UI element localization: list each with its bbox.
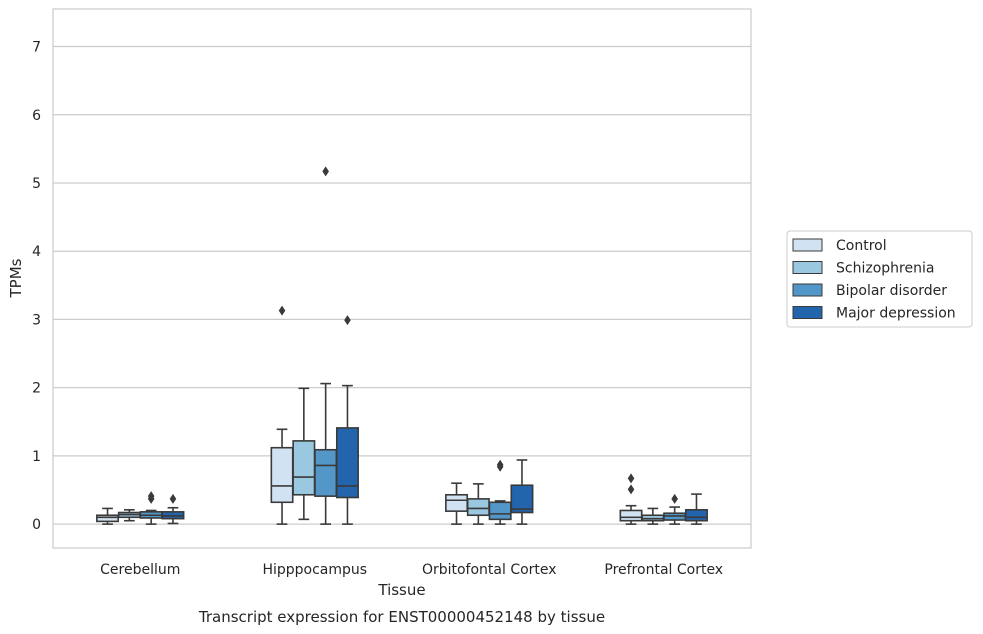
chart-title: Transcript expression for ENST0000045214…	[198, 608, 605, 626]
box-schizophrenia	[641, 507, 665, 525]
box-schizophrenia	[117, 508, 141, 522]
box-bipolar-disorder	[314, 166, 338, 525]
y-tick-label: 7	[32, 40, 41, 56]
y-tick-label: 4	[32, 244, 41, 260]
y-axis-label: TPMs	[7, 258, 25, 298]
box-control	[96, 507, 120, 525]
y-tick-label: 1	[32, 449, 41, 465]
legend-swatch	[792, 238, 823, 252]
plot-frame	[52, 8, 752, 549]
box-body	[96, 514, 120, 523]
box-major-depression	[510, 459, 534, 525]
box-major-depression	[335, 315, 359, 525]
outlier-point	[278, 305, 286, 316]
outlier-point	[627, 473, 635, 484]
box-bipolar-disorder	[488, 459, 512, 525]
legend-swatch	[792, 306, 823, 319]
box-body	[488, 501, 512, 521]
outlier-point	[147, 491, 155, 502]
box-body	[619, 509, 643, 522]
x-tick-label: Hipppocampus	[262, 562, 367, 578]
x-tick-label: Cerebellum	[100, 562, 180, 578]
legend: Control Schizophrenia Bipolar disorder Majo…	[786, 230, 973, 328]
grid-lines	[53, 45, 751, 525]
x-tick-labels: Cerebellum Hipppocampus Orbitofontal Corte…	[100, 562, 723, 578]
y-tick-labels: 0 1 2 3 4 5 6 7	[32, 40, 41, 534]
outlier-point	[344, 315, 351, 326]
y-tick-label: 2	[32, 381, 41, 397]
legend-entry: Major depression	[836, 306, 956, 322]
x-tick-label: Orbitofontal Cortex	[422, 562, 557, 578]
legend-frame	[786, 230, 973, 328]
legend-entry: Control	[836, 238, 887, 254]
outlier-point	[496, 459, 504, 470]
legend-swatch	[792, 283, 823, 297]
box-bipolar-disorder	[139, 491, 163, 525]
box-body	[335, 427, 359, 499]
box-major-depression	[684, 493, 708, 525]
legend-swatch	[792, 261, 823, 274]
legend-entry: Bipolar disorder	[836, 283, 947, 299]
plot-boxes	[96, 166, 708, 525]
box-control	[270, 305, 294, 525]
x-tick-label: Prefrontal Cortex	[604, 562, 723, 578]
legend-entry: Schizophrenia	[836, 261, 934, 277]
y-tick-label: 3	[32, 312, 41, 328]
outlier-point	[671, 493, 678, 504]
box-schizophrenia	[292, 387, 316, 521]
box-body	[684, 508, 708, 522]
outlier-point	[169, 493, 177, 504]
box-body	[270, 446, 294, 504]
box-control	[619, 473, 643, 525]
outlier-point	[627, 484, 635, 495]
outlier-point	[322, 166, 329, 177]
y-tick-label: 5	[32, 176, 41, 192]
box-body	[314, 448, 338, 497]
y-tick-label: 6	[32, 108, 41, 124]
box-body	[445, 493, 469, 512]
box-schizophrenia	[466, 483, 490, 525]
box-bipolar-disorder	[663, 493, 687, 525]
box-control	[445, 482, 469, 525]
box-body	[466, 498, 490, 517]
y-tick-label: 0	[32, 517, 41, 533]
box-major-depression	[161, 493, 185, 525]
box-body	[510, 484, 534, 514]
box-body	[292, 440, 316, 496]
x-axis-label: Tissue	[377, 581, 425, 599]
